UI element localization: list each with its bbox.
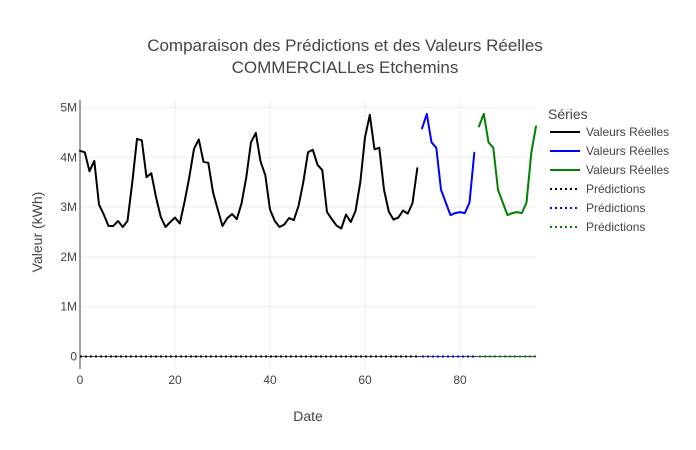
y-tick-label: 5M	[60, 100, 77, 114]
legend[interactable]: Séries Valeurs Réelles Valeurs Réelles Val…	[548, 106, 669, 234]
y-tick-label: 2M	[60, 250, 77, 264]
y-tick-label: 1M	[60, 300, 77, 314]
y-tick-label: 3M	[60, 200, 77, 214]
x-axis-title: Date	[293, 408, 323, 424]
legend-label[interactable]: Valeurs Réelles	[586, 163, 669, 177]
x-tick-label: 40	[263, 373, 277, 387]
series-line-1	[421, 112, 476, 217]
chart-title-line1: Comparaison des Prédictions et des Valeu…	[147, 36, 543, 55]
series-line-2	[478, 112, 537, 217]
legend-label[interactable]: Prédictions	[586, 201, 645, 215]
y-axis-title: Valeur (kWh)	[29, 192, 45, 273]
grid-layer	[79, 100, 536, 369]
x-tick-label: 0	[77, 373, 84, 387]
legend-label[interactable]: Valeurs Réelles	[586, 125, 669, 139]
legend-title: Séries	[548, 106, 588, 122]
chart-title-line2: COMMERCIALLes Etchemins	[232, 58, 459, 77]
y-tick-label: 4M	[60, 150, 77, 164]
x-tick-label: 20	[168, 373, 182, 387]
x-tick-label: 80	[453, 373, 467, 387]
series-line-0	[79, 113, 419, 230]
x-tick-label: 60	[358, 373, 372, 387]
y-tick-label: 0	[70, 350, 77, 364]
legend-label[interactable]: Prédictions	[586, 220, 645, 234]
legend-label[interactable]: Valeurs Réelles	[586, 144, 669, 158]
legend-label[interactable]: Prédictions	[586, 182, 645, 196]
series-layer	[79, 112, 537, 358]
